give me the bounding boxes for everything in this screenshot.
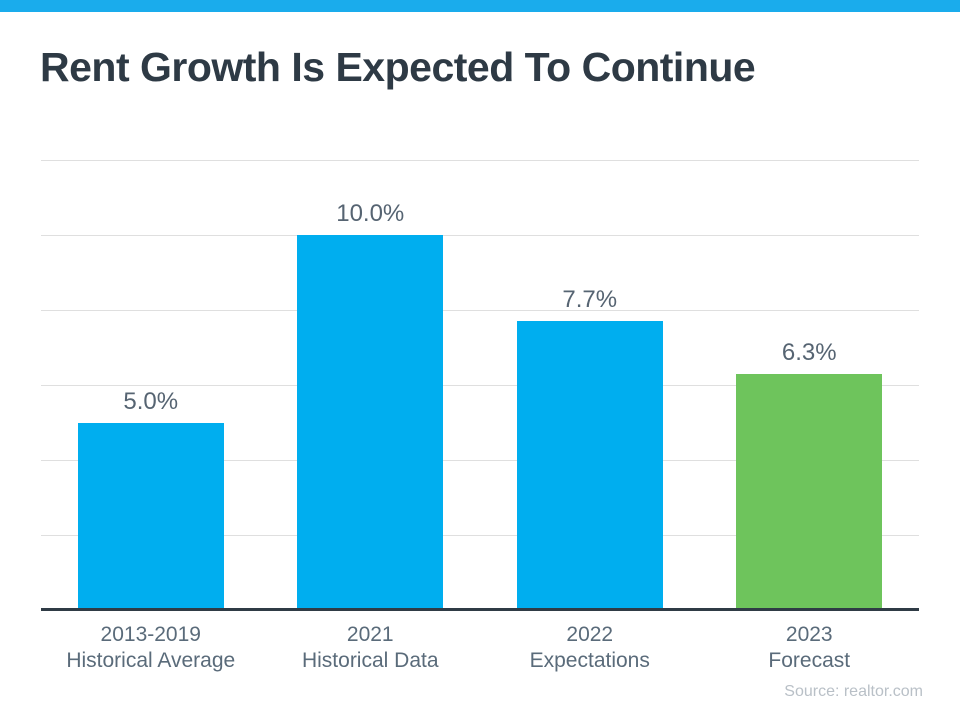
x-axis-category-labels: 2013-2019 Historical Average 2021 Historica… [41, 622, 919, 682]
bar-slot: 6.3% [700, 160, 920, 610]
bar [297, 235, 444, 610]
category-label: 2022 Expectations [480, 622, 700, 674]
category-label-line: Forecast [768, 649, 851, 672]
bar-chart-plot-area: 5.0% 10.0% 7.7% 6.3% [41, 159, 920, 611]
category-label: 2021 Historical Data [261, 622, 481, 674]
bar [516, 321, 663, 610]
source-credit: Source: realtor.com [784, 683, 923, 700]
category-label-line: Historical Data [301, 649, 439, 672]
category-label-line: Historical Average [66, 649, 236, 672]
gridline-10-percent [41, 234, 919, 236]
gridline-4-percent [41, 459, 919, 461]
gridline-6-percent [41, 384, 919, 386]
bar [77, 422, 224, 610]
category-label-line: 2023 [785, 623, 833, 646]
bar-slot: 5.0% [41, 160, 261, 610]
category-label-line: 2022 [566, 623, 614, 646]
x-axis-line [41, 608, 919, 611]
category-label-line: Expectations [529, 649, 650, 672]
gridline-12-percent [41, 159, 919, 161]
category-label: 2013-2019 Historical Average [41, 622, 261, 674]
chart-title: Rent Growth Is Expected To Continue [40, 44, 756, 90]
bar-slot: 7.7% [480, 160, 700, 610]
bar [736, 373, 883, 610]
category-label-line: 2021 [346, 623, 394, 646]
category-label: 2023 Forecast [700, 622, 920, 674]
gridline-8-percent [41, 309, 919, 311]
bar-value-label: 5.0% [123, 387, 179, 415]
bar-value-label: 7.7% [562, 286, 618, 314]
category-label-line: 2013-2019 [100, 623, 201, 646]
accent-stripe [0, 0, 960, 12]
bar-slot: 10.0% [261, 160, 481, 610]
bar-value-label: 10.0% [336, 200, 405, 227]
gridline-2-percent [41, 534, 919, 536]
bar-value-label: 6.3% [781, 338, 837, 366]
